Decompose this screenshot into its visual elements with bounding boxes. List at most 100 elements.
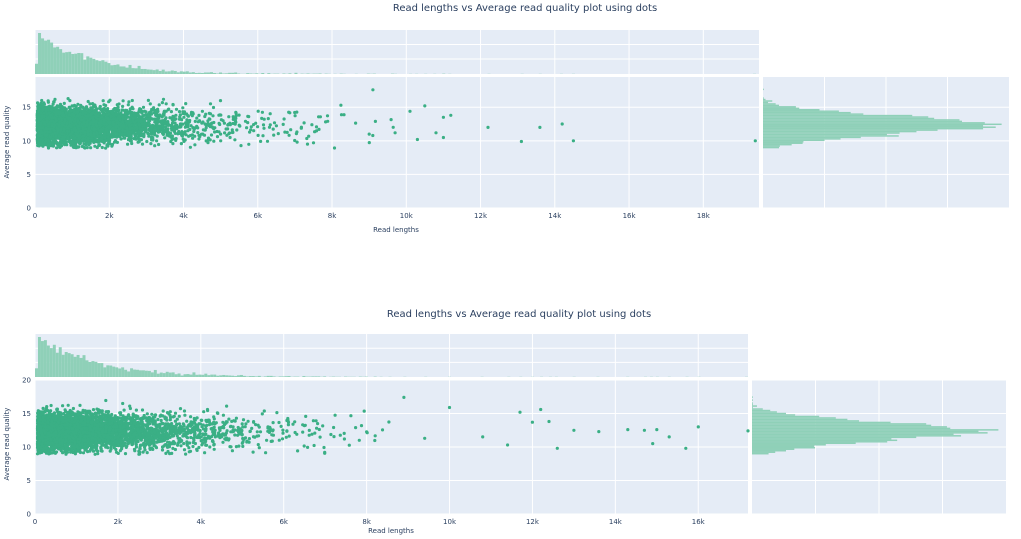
y-tick-label: 0 — [27, 205, 31, 213]
data-point — [234, 120, 238, 124]
data-point — [129, 114, 133, 118]
data-point — [434, 131, 438, 135]
histogram-bar — [763, 101, 769, 104]
data-point — [486, 125, 490, 129]
data-point — [190, 133, 194, 137]
histogram-bar — [62, 52, 66, 74]
data-point — [222, 121, 226, 125]
data-point — [87, 126, 91, 130]
data-point — [168, 116, 172, 120]
histogram-bar — [282, 73, 286, 74]
data-point — [305, 142, 310, 146]
data-point — [325, 114, 330, 118]
data-point — [52, 128, 56, 132]
data-point — [67, 124, 71, 128]
data-point — [299, 125, 303, 129]
data-point — [228, 135, 232, 140]
data-point — [89, 146, 93, 150]
data-point — [48, 127, 52, 131]
data-point — [86, 136, 90, 140]
histogram-bar — [41, 38, 45, 74]
data-point — [68, 99, 72, 103]
data-point — [371, 88, 375, 92]
data-point — [234, 110, 238, 114]
histogram-bar — [763, 116, 929, 118]
histogram-bar — [149, 69, 153, 74]
data-point — [76, 145, 80, 149]
data-point — [560, 122, 564, 126]
data-point — [127, 130, 131, 134]
data-point — [92, 127, 96, 132]
data-point — [149, 132, 153, 136]
data-point — [163, 125, 168, 129]
data-point — [126, 103, 130, 107]
data-point — [55, 146, 59, 150]
x-tick-label: 10k — [443, 518, 457, 526]
data-point — [332, 146, 337, 150]
data-point — [166, 127, 170, 131]
data-point — [354, 121, 358, 125]
data-point — [293, 110, 297, 115]
histogram-bar — [763, 123, 1002, 126]
histogram-bar — [234, 72, 238, 74]
histogram-bar — [763, 106, 796, 108]
data-point — [227, 132, 231, 136]
data-point — [254, 121, 258, 125]
chart-1: Read lengths vs Average read quality plo… — [3, 3, 1009, 234]
data-point — [262, 126, 266, 130]
data-point — [219, 139, 223, 143]
histogram-bar — [763, 120, 962, 123]
data-point — [224, 127, 228, 131]
data-point — [103, 109, 107, 113]
data-point — [231, 130, 235, 134]
data-point — [277, 438, 281, 442]
data-point — [274, 124, 278, 128]
data-point — [125, 126, 129, 130]
data-point — [234, 116, 238, 120]
data-point — [119, 124, 123, 128]
data-point — [206, 119, 210, 123]
data-point — [81, 137, 85, 141]
data-point — [51, 142, 55, 147]
data-point — [72, 113, 76, 118]
data-point — [111, 117, 115, 121]
histogram-bar — [763, 111, 851, 114]
data-point — [114, 118, 119, 122]
data-point — [256, 133, 260, 137]
histogram-bar — [763, 142, 803, 144]
y-tick-label: 20 — [22, 377, 31, 385]
data-point — [60, 132, 64, 136]
histogram-bar — [170, 70, 174, 74]
data-point — [71, 406, 75, 411]
data-point — [140, 117, 144, 121]
histogram-bar — [173, 70, 177, 74]
data-point — [97, 121, 101, 125]
data-point — [163, 136, 167, 140]
data-point — [68, 120, 72, 124]
data-point — [182, 448, 187, 452]
data-point — [58, 145, 62, 149]
data-point — [173, 131, 177, 135]
data-point — [130, 141, 134, 146]
y-tick-label: 5 — [27, 171, 31, 179]
histogram-bar — [191, 72, 195, 74]
data-point — [140, 142, 145, 146]
data-point — [144, 110, 148, 114]
data-point — [321, 424, 325, 428]
data-point — [79, 103, 83, 107]
histogram-bar — [763, 114, 913, 117]
data-point — [46, 116, 50, 120]
data-point — [101, 99, 105, 103]
data-point — [155, 114, 159, 118]
data-point — [195, 116, 199, 120]
data-point — [113, 108, 117, 112]
data-point — [102, 120, 106, 124]
data-point — [98, 143, 102, 147]
data-point — [287, 110, 291, 114]
data-point — [133, 115, 137, 119]
data-point — [268, 123, 272, 127]
data-point — [193, 143, 197, 147]
data-point — [164, 116, 168, 120]
data-point — [193, 126, 197, 130]
histogram-bar — [83, 59, 87, 74]
